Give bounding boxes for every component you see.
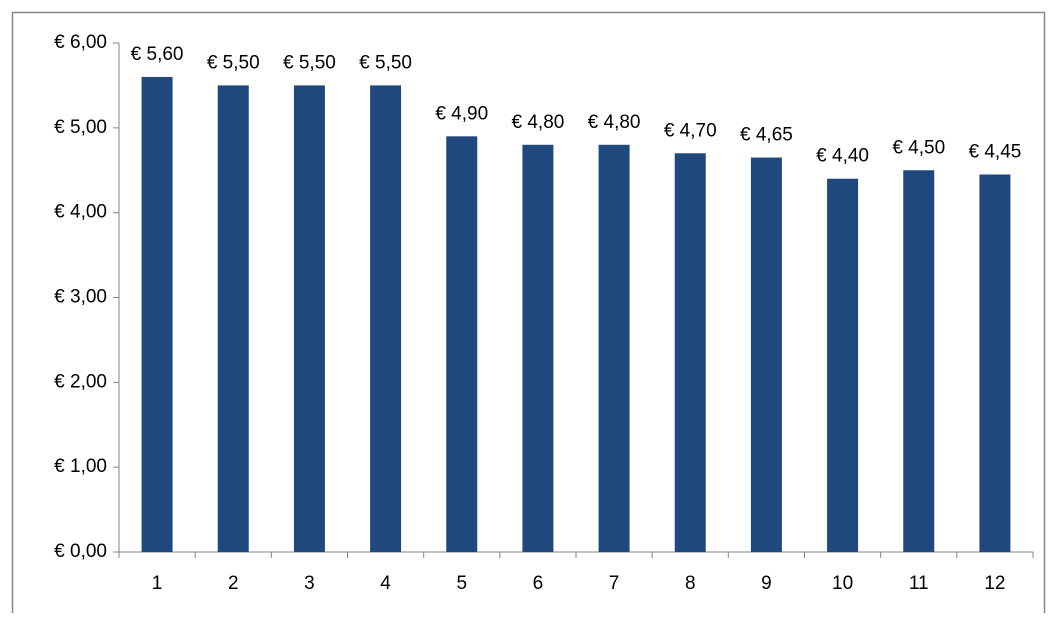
- x-tick-label: 9: [761, 573, 772, 594]
- data-label: € 4,90: [435, 103, 488, 124]
- y-tick-label: € 0,00: [54, 541, 107, 562]
- data-label: € 4,80: [588, 112, 641, 133]
- data-label: € 5,60: [131, 44, 184, 65]
- data-label: € 5,50: [359, 52, 412, 73]
- data-label: € 4,80: [512, 112, 565, 133]
- y-tick-label: € 2,00: [54, 371, 107, 392]
- bar: [903, 170, 935, 552]
- bar: [827, 178, 859, 552]
- data-label: € 4,50: [892, 137, 945, 158]
- data-label: € 4,70: [664, 120, 717, 141]
- x-tick-label: 11: [909, 573, 929, 594]
- x-tick-label: 10: [832, 573, 853, 594]
- bar: [674, 153, 706, 553]
- y-tick-label: € 5,00: [54, 117, 107, 138]
- data-label: € 4,65: [740, 125, 793, 146]
- x-tick-label: 4: [380, 573, 391, 594]
- y-tick-label: € 6,00: [54, 32, 107, 53]
- x-tick-label: 6: [533, 573, 544, 594]
- bar: [370, 85, 402, 553]
- x-tick-label: 3: [304, 573, 315, 594]
- data-label: € 5,50: [283, 52, 336, 73]
- bar: [979, 174, 1011, 552]
- bar: [446, 136, 478, 553]
- x-tick-label: 7: [609, 573, 620, 594]
- y-tick-label: € 4,00: [54, 202, 107, 223]
- y-tick-label: € 1,00: [54, 456, 107, 477]
- x-tick-label: 1: [152, 573, 163, 594]
- bar: [293, 85, 325, 553]
- data-label: € 4,40: [816, 146, 869, 167]
- bar: [750, 157, 782, 552]
- bar: [141, 76, 173, 552]
- data-label: € 5,50: [207, 52, 260, 73]
- data-label: € 4,45: [969, 142, 1022, 163]
- y-tick-label: € 3,00: [54, 287, 107, 308]
- x-tick-label: 12: [984, 573, 1005, 594]
- bar: [522, 144, 554, 553]
- x-tick-label: 8: [685, 573, 696, 594]
- x-tick-label: 2: [228, 573, 239, 594]
- bar: [217, 85, 249, 553]
- bar: [598, 144, 630, 553]
- x-tick-label: 5: [456, 573, 467, 594]
